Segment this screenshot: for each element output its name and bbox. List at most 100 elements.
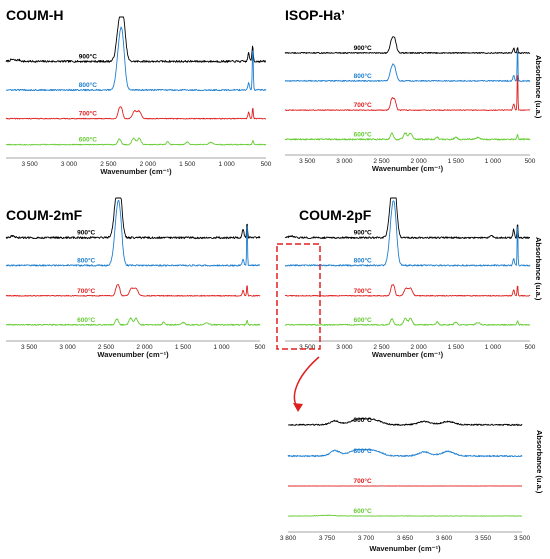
y-axis-label: Absorbance (u.a.) bbox=[534, 237, 543, 301]
y-axis-label: Absorbance (u.a.) bbox=[535, 430, 544, 494]
x-tick-label: 2 500 bbox=[373, 158, 390, 165]
plot-area: 3 500 3 000 2 500 2 000 1 500 1 000 500 Wavenum… bbox=[5, 197, 266, 359]
x-tick-label: 2 000 bbox=[410, 344, 427, 351]
panel-coum-h: COUM-H 3 500 3 000 2 500 2 000 1 500 1 000 500… bbox=[5, 7, 272, 176]
x-axis-label: Wavenumber (cm⁻¹) bbox=[372, 164, 444, 173]
x-axis-label: Wavenumber (cm⁻¹) bbox=[97, 350, 169, 359]
x-tick-label: 3 500 bbox=[21, 344, 38, 351]
x-tick-label: 1 000 bbox=[213, 344, 230, 351]
x-tick-label: 3 600 bbox=[436, 535, 453, 542]
x-tick-label: 3 500 bbox=[299, 158, 316, 165]
x-tick-label: 1 500 bbox=[448, 344, 465, 351]
series-line bbox=[284, 200, 531, 267]
zoom-arrow bbox=[293, 356, 320, 409]
panel-title: COUM-2mF bbox=[6, 207, 83, 223]
x-tick-label: 1 500 bbox=[175, 344, 192, 351]
series-line bbox=[5, 16, 267, 63]
panel-zoom: Absorbance (u.a.) 3 800 3 750 3 700 3 650 3 … bbox=[280, 416, 544, 553]
x-tick-label: 3 000 bbox=[336, 158, 353, 165]
x-axis-label: Wavenumber (cm⁻¹) bbox=[369, 544, 441, 553]
panel-isop-ha: ISOP-Ha’ Absorbance (u.a.) 3 500 3 000 2 5… bbox=[284, 7, 543, 173]
x-tick-label: 2 500 bbox=[100, 161, 117, 168]
x-tick-label: 3 750 bbox=[319, 535, 336, 542]
series-label: 800°C bbox=[77, 256, 95, 264]
panel-title: COUM-H bbox=[6, 7, 64, 23]
x-tick-label: 1 000 bbox=[485, 344, 502, 351]
series-line bbox=[284, 284, 531, 297]
series-line bbox=[5, 26, 267, 92]
zoom-arrow-head bbox=[293, 403, 303, 412]
series-line bbox=[5, 137, 267, 146]
x-tick-label: 500 bbox=[525, 158, 536, 165]
x-axis-label: Wavenumber (cm⁻¹) bbox=[372, 350, 444, 359]
series-line bbox=[287, 448, 523, 458]
x-tick-label: 3 650 bbox=[397, 535, 414, 542]
series-label: 600°C bbox=[77, 316, 95, 324]
series-label: 800°C bbox=[79, 81, 97, 89]
series-label: 600°C bbox=[354, 130, 372, 138]
series-label: 700°C bbox=[77, 287, 95, 295]
x-tick-label: 3 500 bbox=[514, 535, 531, 542]
x-tick-label: 500 bbox=[255, 344, 266, 351]
series-label: 800°C bbox=[354, 256, 372, 264]
x-tick-label: 1 000 bbox=[218, 161, 235, 168]
plot-area: 3 800 3 750 3 700 3 650 3 600 3 550 3 500 Waven… bbox=[280, 416, 531, 553]
series-label: 900°C bbox=[79, 52, 97, 60]
x-tick-label: 2 500 bbox=[98, 344, 115, 351]
zoom-region-box bbox=[276, 243, 321, 350]
series-line bbox=[5, 197, 261, 240]
x-axis-label: Wavenumber (cm⁻¹) bbox=[100, 167, 172, 176]
plot-area: 3 500 3 000 2 500 2 000 1 500 1 000 500 Wavenum… bbox=[284, 197, 536, 359]
series-label: 900°C bbox=[354, 44, 372, 52]
series-line bbox=[5, 284, 261, 297]
series-line bbox=[284, 132, 531, 141]
series-label: 800°C bbox=[354, 72, 372, 80]
x-tick-label: 3 800 bbox=[280, 535, 297, 542]
series-line bbox=[284, 197, 531, 240]
x-tick-label: 1 500 bbox=[448, 158, 465, 165]
series-label: 900°C bbox=[354, 416, 372, 424]
series-label: 600°C bbox=[79, 136, 97, 144]
x-tick-label: 2 000 bbox=[410, 158, 427, 165]
series-label: 700°C bbox=[354, 287, 372, 295]
series-line bbox=[284, 74, 531, 111]
series-line bbox=[6, 317, 261, 326]
series-label: 600°C bbox=[354, 507, 372, 515]
series-line bbox=[284, 317, 531, 326]
x-tick-label: 2 000 bbox=[136, 344, 153, 351]
series-label: 900°C bbox=[354, 229, 372, 237]
series-line bbox=[5, 199, 261, 267]
x-tick-label: 3 000 bbox=[61, 161, 78, 168]
plot-area: 3 500 3 000 2 500 2 000 1 500 1 000 500 Wavenum… bbox=[284, 36, 536, 173]
series-label: 800°C bbox=[354, 447, 372, 455]
series-line bbox=[284, 36, 531, 54]
x-tick-label: 3 500 bbox=[299, 344, 316, 351]
x-tick-label: 3 500 bbox=[21, 161, 38, 168]
x-tick-label: 1 500 bbox=[179, 161, 196, 168]
panel-coum-2mf: COUM-2mF 3 500 3 000 2 500 2 000 1 500 1 000 5… bbox=[5, 197, 266, 359]
x-tick-label: 3 700 bbox=[358, 535, 375, 542]
y-axis-label: Absorbance (u.a.) bbox=[534, 55, 543, 119]
x-tick-label: 500 bbox=[525, 344, 536, 351]
series-label: 700°C bbox=[354, 477, 372, 485]
series-line bbox=[285, 51, 531, 82]
x-tick-label: 500 bbox=[261, 161, 272, 168]
series-label: 700°C bbox=[79, 110, 97, 118]
series-label: 700°C bbox=[354, 101, 372, 109]
panel-title: ISOP-Ha’ bbox=[285, 7, 345, 23]
panel-title: COUM-2pF bbox=[299, 207, 372, 223]
x-tick-label: 2 500 bbox=[373, 344, 390, 351]
x-tick-label: 3 550 bbox=[475, 535, 492, 542]
panel-coum-2pf: COUM-2pF Absorbance (u.a.) 3 500 3 000 2 5… bbox=[284, 197, 543, 359]
series-label: 900°C bbox=[77, 229, 95, 237]
series-line bbox=[287, 417, 523, 426]
x-tick-label: 2 000 bbox=[140, 161, 157, 168]
series-line bbox=[5, 106, 267, 120]
x-tick-label: 3 000 bbox=[336, 344, 353, 351]
series-label: 600°C bbox=[354, 316, 372, 324]
x-tick-label: 1 000 bbox=[485, 158, 502, 165]
x-tick-label: 3 000 bbox=[59, 344, 76, 351]
series-line bbox=[287, 514, 523, 517]
plot-area: 3 500 3 000 2 500 2 000 1 500 1 000 500 Wavenum… bbox=[5, 16, 272, 176]
